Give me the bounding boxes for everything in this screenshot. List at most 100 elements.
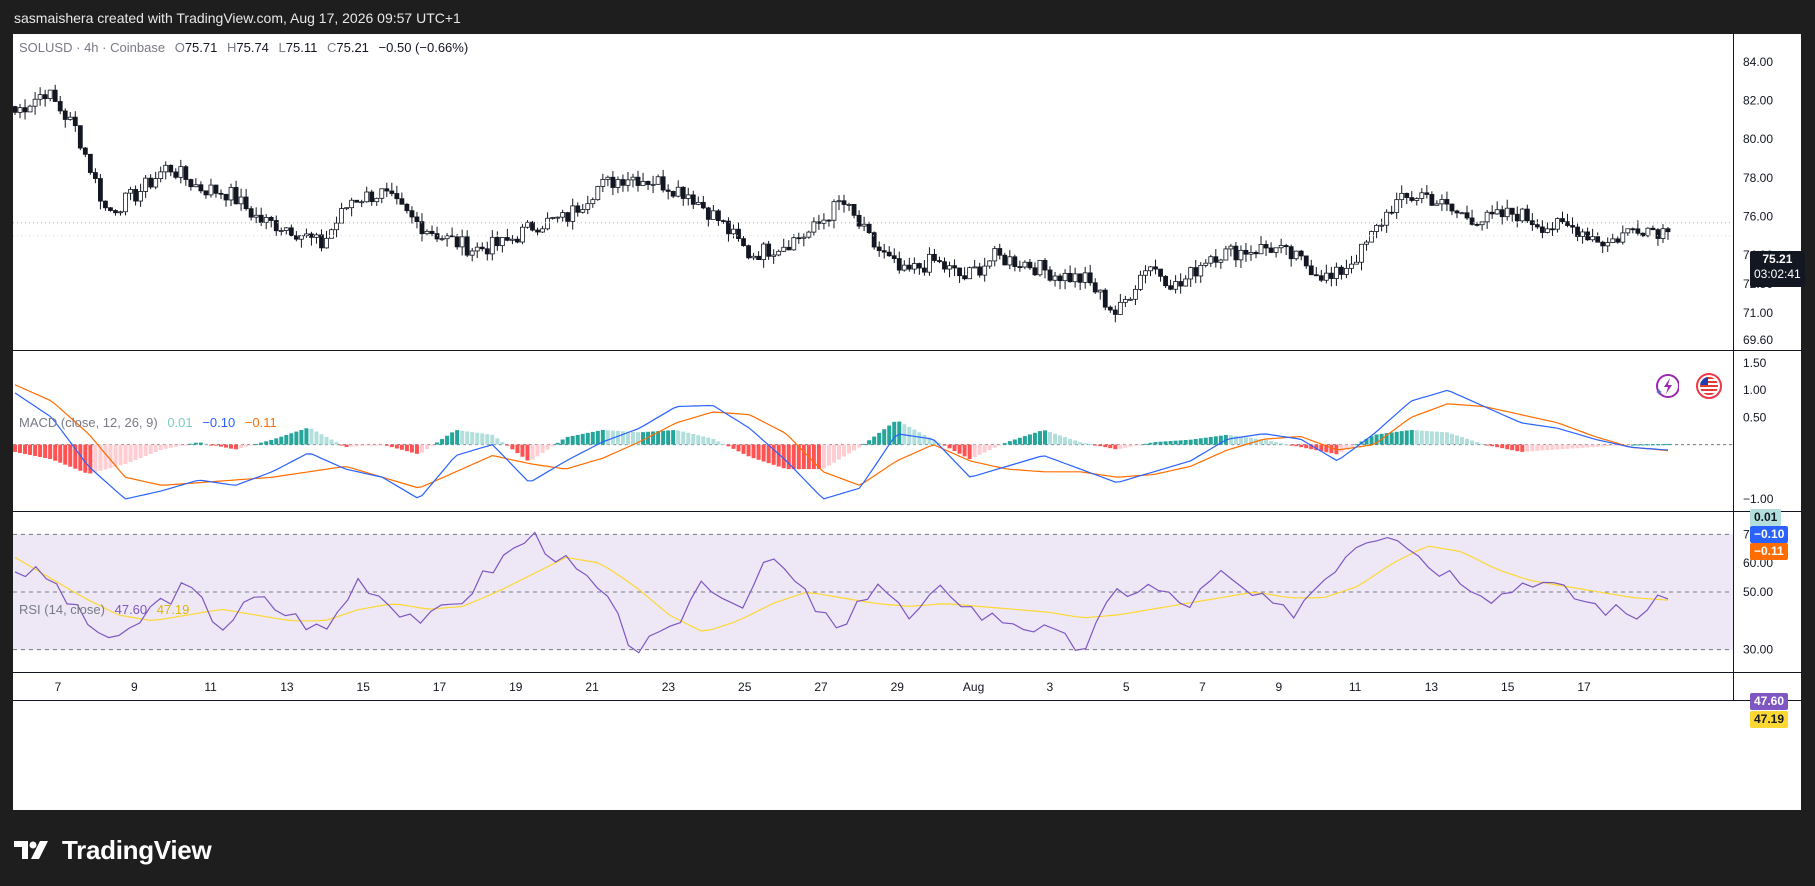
candle-body xyxy=(113,210,118,214)
macd-histogram-bar xyxy=(1264,440,1269,445)
candle-body xyxy=(1419,192,1425,199)
macd-histogram-bar xyxy=(826,444,831,466)
macd-histogram-bar xyxy=(1022,436,1027,445)
candle-body xyxy=(741,238,746,247)
candle-body xyxy=(605,176,611,180)
macd-histogram-bar xyxy=(13,444,17,452)
candle-body xyxy=(1504,207,1510,218)
candle-body xyxy=(198,184,204,192)
candle-body xyxy=(454,236,460,248)
macd-histogram-bar xyxy=(1113,444,1118,450)
macd-histogram-bar xyxy=(264,441,269,445)
candle-body xyxy=(1112,309,1118,315)
candle-body xyxy=(504,237,510,241)
macd-histogram-bar xyxy=(977,444,982,455)
macd-histogram-bar xyxy=(1078,442,1083,445)
price-axis-tick: 69.60 xyxy=(1743,333,1773,347)
candle-body xyxy=(751,255,756,259)
symbol-label[interactable]: SOLUSD xyxy=(19,40,73,55)
macd-histogram-bar xyxy=(1153,442,1158,445)
macd-histogram-bar xyxy=(234,444,239,450)
candle-body xyxy=(394,193,400,200)
macd-histogram-bar xyxy=(716,441,721,445)
candle-body xyxy=(329,229,334,239)
macd-title[interactable]: MACD (close, 12, 26, 9) xyxy=(19,415,158,430)
flash-icon[interactable] xyxy=(1653,373,1680,399)
candle-body xyxy=(1565,221,1570,226)
candle-body xyxy=(108,207,113,211)
candle-body xyxy=(163,164,169,173)
candle-body xyxy=(560,212,566,218)
candle-body xyxy=(710,210,716,220)
macd-histogram-bar xyxy=(88,444,93,474)
macd-histogram-bar xyxy=(1349,444,1354,447)
macd-histogram-bar xyxy=(68,444,73,467)
candle-body xyxy=(911,263,917,270)
candle-body xyxy=(1439,199,1445,205)
macd-histogram-bar xyxy=(1460,437,1465,445)
candle-body xyxy=(640,181,646,186)
candle-body xyxy=(655,176,661,185)
macd-histogram-bar xyxy=(1093,444,1098,446)
macd-histogram-bar xyxy=(1666,444,1670,446)
candle-body xyxy=(967,267,973,280)
macd-histogram-bar xyxy=(158,444,163,450)
candle-body xyxy=(565,212,571,222)
macd-histogram-bar xyxy=(967,444,972,460)
interval-label[interactable]: 4h xyxy=(84,40,99,55)
candle-body xyxy=(273,220,279,232)
chart-frame[interactable]: 84.0082.0080.0078.0076.0074.0072.5071.00… xyxy=(13,34,1805,810)
macd-histogram-bar xyxy=(1279,443,1284,445)
candle-body xyxy=(1238,249,1244,261)
macd-histogram-bar xyxy=(751,444,756,459)
candle-body xyxy=(916,263,922,269)
candle-body xyxy=(796,237,802,240)
macd-histogram-bar xyxy=(1434,431,1439,445)
candle-body xyxy=(248,208,254,218)
macd-histogram-bar xyxy=(1193,439,1198,445)
macd-histogram-bar xyxy=(1610,444,1615,446)
candle-body xyxy=(238,196,244,205)
time-axis-label: 11 xyxy=(1349,680,1362,694)
rsi-title[interactable]: RSI (14, close) xyxy=(19,602,105,617)
close-key: C xyxy=(326,40,337,55)
candle-body xyxy=(1318,275,1324,281)
candle-body xyxy=(77,125,83,149)
macd-histogram-bar xyxy=(1148,442,1153,445)
candle-body xyxy=(942,261,947,270)
macd-histogram-bar xyxy=(334,442,339,445)
macd-histogram-bar xyxy=(545,444,550,450)
macd-histogram-bar xyxy=(475,432,480,445)
candle-body xyxy=(72,116,78,127)
macd-histogram-bar xyxy=(917,432,922,445)
macd-histogram-bar xyxy=(1183,440,1188,445)
time-axis-label: Aug xyxy=(963,680,984,694)
candle-body xyxy=(756,255,761,260)
macd-histogram-bar xyxy=(1525,444,1530,452)
macd-histogram-bar xyxy=(1012,439,1017,445)
macd-histogram-bar xyxy=(455,430,460,445)
macd-histogram-bar xyxy=(666,430,671,445)
candle-body xyxy=(82,147,88,155)
time-axis-label: 19 xyxy=(509,680,523,694)
macd-histogram-bar xyxy=(1615,444,1620,446)
candle-body xyxy=(1248,252,1254,255)
time-axis-label: 9 xyxy=(1275,680,1282,694)
high-value: 75.74 xyxy=(236,40,269,55)
macd-histogram-bar xyxy=(1389,432,1394,445)
chart-canvas[interactable]: 84.0082.0080.0078.0076.0074.0072.5071.00… xyxy=(13,34,1801,810)
candle-body xyxy=(1178,281,1184,287)
candle-body xyxy=(288,227,294,237)
candle-body xyxy=(404,203,410,212)
macd-histogram-bar xyxy=(213,444,218,446)
macd-histogram-bar xyxy=(831,444,836,463)
candle-body xyxy=(520,226,525,243)
us-flag-icon[interactable] xyxy=(1696,373,1722,399)
macd-histogram-bar xyxy=(1630,444,1635,446)
macd-histogram-bar xyxy=(550,444,555,447)
candle-body xyxy=(1283,245,1289,248)
rsi-line xyxy=(14,531,1669,654)
macd-histogram-bar xyxy=(1655,444,1660,446)
time-axis-label: 15 xyxy=(357,680,371,694)
candle-body xyxy=(1539,226,1545,233)
